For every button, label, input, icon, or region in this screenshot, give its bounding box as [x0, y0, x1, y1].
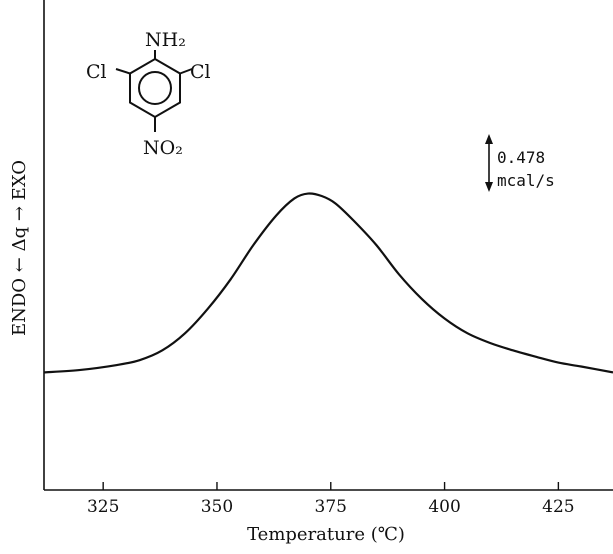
benzene-ring	[129, 57, 181, 119]
arrow-down-icon	[485, 182, 493, 192]
label-nh2: NH₂	[145, 29, 186, 51]
molecule-structure: NH₂ Cl Cl NO₂	[86, 29, 211, 159]
x-tick-label: 350	[201, 497, 233, 517]
x-tick-label: 375	[315, 497, 347, 517]
scale-bar: 0.478 mcal/s	[485, 134, 555, 192]
x-axis-title: Temperature (℃)	[247, 524, 405, 545]
series-line	[43, 192, 613, 374]
series-points	[43, 193, 613, 374]
aromatic-circle	[138, 71, 172, 105]
x-tick-label: 425	[542, 497, 574, 517]
x-tick-label: 325	[87, 497, 119, 517]
arrow-up-icon	[485, 134, 493, 144]
bond-left	[115, 68, 131, 75]
label-no2: NO₂	[143, 137, 183, 159]
x-tick-label: 400	[428, 497, 460, 517]
y-axis-title: ENDO ← Δq → EXO	[9, 160, 30, 336]
scale-bar-unit: mcal/s	[497, 171, 555, 190]
scale-bar-value: 0.478	[497, 148, 545, 167]
label-cl-left: Cl	[86, 61, 107, 83]
label-cl-right: Cl	[190, 61, 211, 83]
bond-right	[179, 68, 193, 75]
x-axis-ticks: 325 350 375 400 425	[87, 482, 575, 517]
